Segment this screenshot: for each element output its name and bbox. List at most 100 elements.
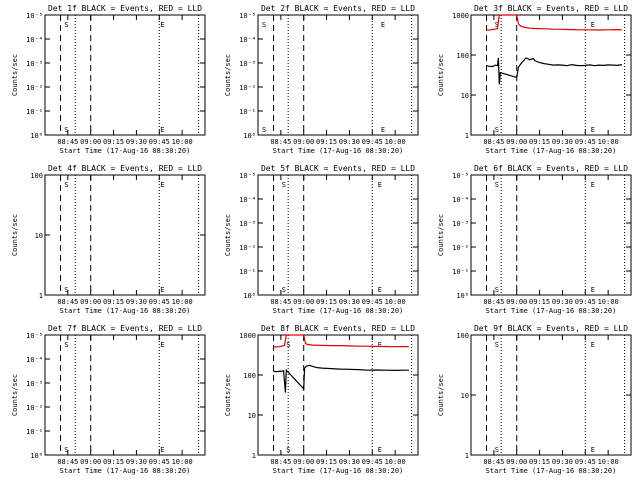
- end-marker: E: [591, 341, 595, 349]
- x-tick-label: 09:30: [552, 298, 573, 306]
- y-tick-label: 10⁻⁴: [26, 356, 43, 364]
- x-tick-label: 09:45: [575, 138, 596, 146]
- x-tick-label: 10:00: [598, 138, 619, 146]
- start-marker: S: [495, 126, 499, 134]
- lld-series-line: [273, 334, 409, 348]
- start-marker: S: [262, 21, 266, 29]
- y-tick-label: 10⁻³: [239, 60, 256, 68]
- y-axis-label: Counts/sec: [11, 214, 19, 256]
- x-tick-label: 08:45: [270, 458, 291, 466]
- y-tick-label: 10⁻³: [452, 220, 469, 228]
- end-marker: E: [378, 286, 382, 294]
- x-tick-label: 08:45: [57, 298, 78, 306]
- x-tick-label: 09:15: [316, 298, 337, 306]
- chart-panel: Det 7f BLACK = Events, RED = LLD 10⁰ 10⁻¹ 1…: [11, 324, 206, 475]
- x-tick-label: 09:15: [316, 138, 337, 146]
- x-tick-label: 09:15: [103, 458, 124, 466]
- x-axis-label: Start Time (17-Aug-16 08:30:20): [273, 147, 404, 155]
- y-tick-label: 10: [461, 392, 469, 400]
- y-tick-label: 100: [243, 372, 256, 380]
- y-tick-label: 10⁻⁵: [239, 172, 256, 180]
- chart-panel: Det 1f BLACK = Events, RED = LLD 10⁰ 10⁻¹ 1…: [11, 4, 206, 155]
- y-axis-label: Counts/sec: [437, 374, 445, 416]
- y-tick-label: 1: [252, 452, 256, 460]
- y-axis-label: Counts/sec: [224, 374, 232, 416]
- chart-panel: Det 8f BLACK = Events, RED = LLD 1 10 100 10…: [224, 324, 419, 475]
- x-tick-label: 10:00: [385, 298, 406, 306]
- end-marker: E: [160, 21, 164, 29]
- x-tick-label: 08:45: [483, 298, 504, 306]
- y-tick-label: 10⁻¹: [239, 268, 256, 276]
- start-marker: S: [64, 286, 68, 294]
- y-tick-label: 100: [456, 52, 469, 60]
- y-tick-label: 10⁻⁴: [239, 196, 256, 204]
- y-tick-label: 1000: [239, 332, 256, 340]
- y-tick-label: 10⁻⁴: [26, 36, 43, 44]
- x-axis-label: Start Time (17-Aug-16 08:30:20): [273, 307, 404, 315]
- plot-frame: [470, 14, 632, 136]
- x-tick-label: 09:15: [529, 458, 550, 466]
- x-tick-label: 08:45: [483, 138, 504, 146]
- y-tick-label: 1: [465, 452, 469, 460]
- y-tick-label: 10⁰: [30, 132, 43, 140]
- x-tick-label: 09:00: [506, 298, 527, 306]
- start-marker: S: [286, 446, 290, 454]
- start-marker: S: [495, 181, 499, 189]
- x-tick-label: 08:45: [483, 458, 504, 466]
- x-tick-label: 09:30: [552, 138, 573, 146]
- y-tick-label: 10⁻⁴: [239, 36, 256, 44]
- x-tick-label: 08:45: [270, 138, 291, 146]
- y-tick-label: 10⁻³: [26, 60, 43, 68]
- y-tick-label: 10⁰: [243, 292, 256, 300]
- y-tick-label: 10⁰: [456, 292, 469, 300]
- x-tick-label: 09:45: [575, 298, 596, 306]
- chart-title: Det 3f BLACK = Events, RED = LLD: [474, 4, 628, 13]
- chart-panel: Det 9f BLACK = Events, RED = LLD 1 10 100 Co…: [437, 324, 632, 475]
- y-tick-label: 10⁰: [30, 452, 43, 460]
- x-tick-label: 09:45: [575, 458, 596, 466]
- x-tick-label: 10:00: [598, 298, 619, 306]
- events-series-line: [486, 57, 623, 85]
- y-tick-label: 10⁻⁴: [452, 196, 469, 204]
- end-marker: E: [160, 446, 164, 454]
- y-tick-label: 10⁻⁵: [452, 172, 469, 180]
- end-marker: E: [160, 126, 164, 134]
- x-tick-label: 09:30: [126, 138, 147, 146]
- x-tick-label: 10:00: [172, 458, 193, 466]
- x-tick-label: 09:45: [362, 298, 383, 306]
- chart-panel: Det 2f BLACK = Events, RED = LLD 10⁰ 10⁻¹ 1…: [224, 4, 419, 155]
- chart-title: Det 2f BLACK = Events, RED = LLD: [261, 4, 415, 13]
- end-marker: E: [591, 21, 595, 29]
- x-tick-label: 09:30: [339, 138, 360, 146]
- y-tick-label: 1: [465, 132, 469, 140]
- start-marker: S: [495, 341, 499, 349]
- chart-title: Det 9f BLACK = Events, RED = LLD: [474, 324, 628, 333]
- x-tick-label: 09:45: [149, 298, 170, 306]
- chart-title: Det 7f BLACK = Events, RED = LLD: [48, 324, 202, 333]
- y-tick-label: 10⁻⁵: [239, 12, 256, 20]
- y-tick-label: 1: [39, 292, 43, 300]
- chart-title: Det 6f BLACK = Events, RED = LLD: [474, 164, 628, 173]
- x-tick-label: 09:00: [293, 298, 314, 306]
- end-marker: E: [378, 341, 382, 349]
- y-tick-label: 10⁻³: [239, 220, 256, 228]
- y-tick-label: 10⁻²: [26, 404, 43, 412]
- y-axis-label: Counts/sec: [11, 374, 19, 416]
- start-marker: S: [64, 126, 68, 134]
- start-marker: S: [64, 446, 68, 454]
- chart-panel: Det 5f BLACK = Events, RED = LLD 10⁰ 10⁻¹ 1…: [224, 164, 419, 315]
- x-tick-label: 08:45: [270, 298, 291, 306]
- x-axis-label: Start Time (17-Aug-16 08:30:20): [486, 307, 617, 315]
- x-tick-label: 09:00: [506, 138, 527, 146]
- x-axis-label: Start Time (17-Aug-16 08:30:20): [486, 467, 617, 475]
- lld-series-line: [486, 14, 622, 31]
- x-tick-label: 10:00: [385, 458, 406, 466]
- x-tick-label: 10:00: [172, 298, 193, 306]
- y-axis-label: Counts/sec: [437, 214, 445, 256]
- start-marker: S: [282, 286, 286, 294]
- x-tick-label: 09:15: [529, 138, 550, 146]
- start-marker: S: [64, 181, 68, 189]
- x-axis-label: Start Time (17-Aug-16 08:30:20): [486, 147, 617, 155]
- start-marker: S: [282, 181, 286, 189]
